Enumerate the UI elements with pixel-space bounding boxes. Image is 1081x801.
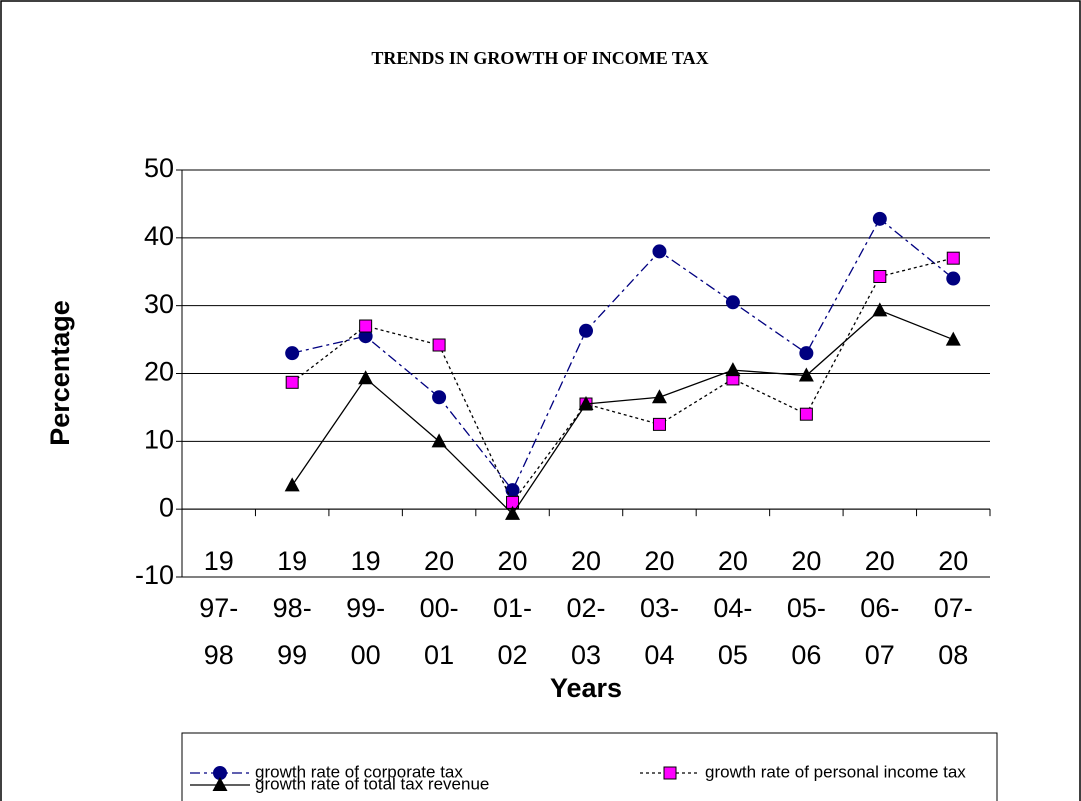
y-tick-label: 40 [144,221,174,251]
data-point [945,331,961,346]
x-tick-label: 2007-08 [933,546,973,670]
data-point [799,407,813,421]
series-line [291,309,954,515]
data-point [652,244,667,259]
data-point [359,319,373,333]
x-tick-label: 2002-03 [566,546,606,670]
legend-marker [663,766,677,780]
data-point [505,483,520,498]
data-point [431,433,447,448]
legend-label: growth rate of personal income tax [705,762,966,781]
chart-title: TRENDS IN GROWTH OF INCOME TAX [371,48,708,68]
legend-marker [212,777,228,791]
data-point [285,346,300,361]
x-axis-title: Years [550,673,622,703]
y-tick-label: -10 [135,560,174,590]
data-point [285,375,299,389]
data-point [651,389,667,404]
data-point [579,323,593,338]
data-point [946,271,961,286]
data-point [946,251,960,265]
data-point [873,269,887,283]
data-point [798,367,814,382]
data-point [652,417,666,431]
data-point [872,302,888,317]
data-point [358,370,374,385]
x-tick-label: 2000-01 [419,546,459,670]
x-tick-label: 2006-07 [860,546,900,670]
y-tick-label: 30 [144,289,174,319]
data-point [799,346,814,361]
legend-box [181,732,998,801]
y-tick-label: 10 [144,424,174,454]
data-point [432,390,447,405]
x-tick-label: 1999-00 [346,546,386,670]
x-tick-label: 2001-02 [493,546,533,670]
data-point [872,211,887,226]
x-tick-label: 2005-06 [786,546,826,670]
y-axis-title: Percentage [45,300,75,446]
data-point [432,338,446,352]
legend-label: growth rate of corporate tax [255,762,463,781]
data-point [505,505,521,520]
data-point [725,295,740,310]
data-point [725,362,741,377]
data-point [578,396,594,411]
series-line [291,257,954,504]
x-tick-label: 1997-98 [199,546,239,670]
y-tick-label: 20 [144,357,174,387]
x-tick-label: 1998-99 [272,546,312,670]
x-tick-label: 2003-04 [639,546,679,670]
y-tick-label: 50 [144,153,174,183]
y-tick-label: 0 [159,492,174,522]
series-line [292,217,954,492]
data-point [284,477,300,492]
x-tick-label: 2004-05 [713,546,753,670]
legend-label: growth rate of total tax revenue [255,774,489,793]
